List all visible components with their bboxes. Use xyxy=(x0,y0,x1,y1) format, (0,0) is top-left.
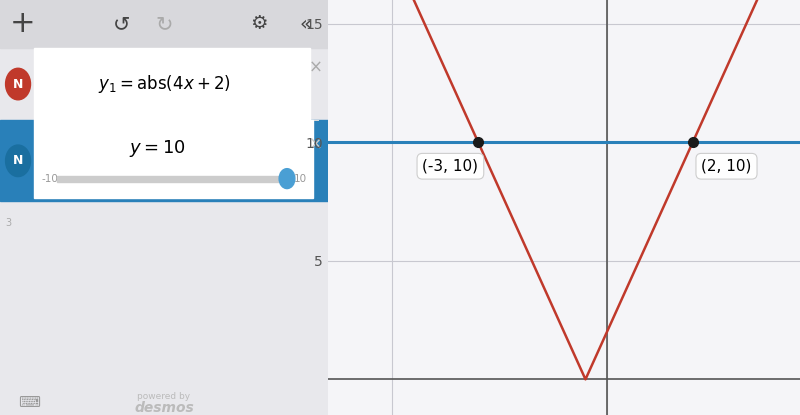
Text: desmos: desmos xyxy=(134,400,194,415)
Text: ×: × xyxy=(309,135,322,153)
Text: (2, 10): (2, 10) xyxy=(702,159,752,174)
Text: ↻: ↻ xyxy=(155,14,173,34)
Text: 3: 3 xyxy=(5,218,11,228)
Circle shape xyxy=(6,68,30,100)
Text: powered by: powered by xyxy=(138,392,190,401)
Text: 10: 10 xyxy=(294,173,306,183)
Text: N: N xyxy=(13,78,23,90)
Circle shape xyxy=(6,145,30,177)
Text: +: + xyxy=(10,10,36,38)
Text: (-3, 10): (-3, 10) xyxy=(422,159,478,174)
Text: -10: -10 xyxy=(41,173,58,183)
Text: 1: 1 xyxy=(5,79,11,89)
Text: «: « xyxy=(299,15,311,33)
Text: ⌨: ⌨ xyxy=(18,395,41,410)
Bar xyxy=(0,120,328,201)
Circle shape xyxy=(279,168,295,188)
Text: ⚙: ⚙ xyxy=(250,15,268,33)
Text: ↺: ↺ xyxy=(113,14,130,34)
Bar xyxy=(34,120,314,198)
Bar xyxy=(58,176,287,181)
Text: $y = 10$: $y = 10$ xyxy=(129,138,186,159)
Bar xyxy=(34,48,310,120)
Bar xyxy=(0,0,328,48)
Text: ×: × xyxy=(309,59,322,76)
Text: N: N xyxy=(13,154,23,167)
Text: $y_1 = \mathrm{abs}(4x + 2)$: $y_1 = \mathrm{abs}(4x + 2)$ xyxy=(98,73,230,95)
Text: 2: 2 xyxy=(5,156,11,166)
